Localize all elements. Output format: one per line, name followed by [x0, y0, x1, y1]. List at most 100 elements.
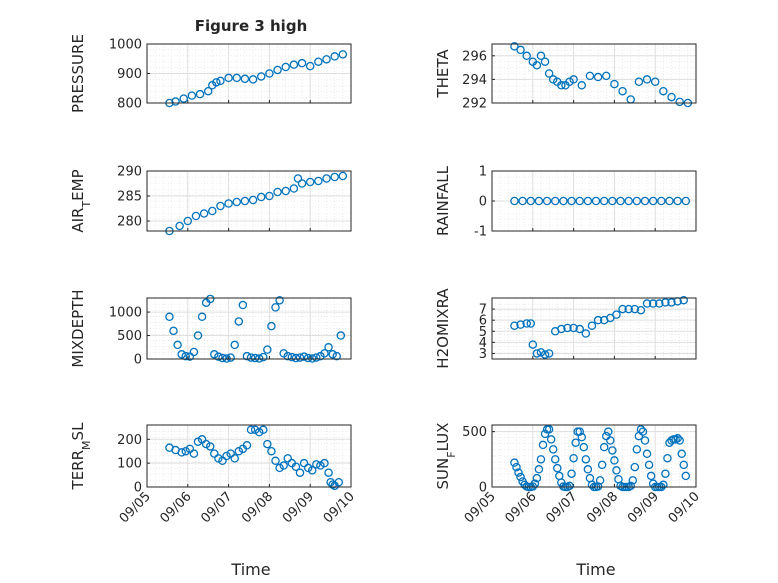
x-tick-label: 09/06	[158, 489, 195, 526]
data-point	[587, 480, 597, 490]
data-point	[571, 438, 580, 447]
y-tick-label: -1	[474, 225, 487, 240]
data-point	[283, 454, 293, 463]
data-point	[512, 462, 521, 472]
y-tick-label: 1000	[109, 38, 142, 53]
data-point	[216, 76, 225, 86]
data-point	[250, 425, 260, 435]
data-point	[593, 72, 603, 82]
y-tick-label: 290	[117, 165, 142, 180]
data-point	[316, 461, 325, 470]
data-point	[205, 442, 215, 451]
data-point	[189, 449, 199, 458]
data-point	[199, 209, 209, 218]
data-point	[593, 315, 603, 325]
data-point	[618, 304, 627, 314]
data-point	[648, 196, 658, 206]
y-axis-label: AIRTEMP	[69, 169, 93, 232]
data-point	[624, 304, 633, 314]
data-point	[322, 55, 331, 64]
data-point	[518, 196, 527, 206]
data-point	[303, 463, 313, 473]
data-point	[565, 481, 574, 491]
data-point	[575, 196, 584, 206]
axes-box	[146, 170, 352, 232]
data-point	[550, 196, 560, 206]
data-point	[661, 298, 670, 307]
data-point	[234, 446, 244, 456]
subplot-4: -1 0 1 RAINFALL	[434, 165, 697, 240]
data-point	[193, 331, 203, 340]
data-point	[679, 460, 689, 470]
data-point	[212, 78, 221, 87]
data-point	[275, 296, 284, 305]
data-point	[510, 42, 519, 51]
data-point	[665, 196, 674, 206]
data-point	[224, 199, 233, 208]
data-point	[557, 81, 566, 90]
data-point	[240, 196, 250, 206]
data-point	[640, 436, 650, 445]
data-point	[338, 171, 348, 181]
subplot-5: 0 500 1000 MIXDEPTH	[69, 289, 352, 368]
x-tick-label: 09/07	[198, 489, 235, 526]
data-point	[191, 211, 201, 221]
data-point	[595, 476, 605, 485]
data-point	[238, 300, 248, 310]
data-point	[550, 455, 560, 464]
data-point	[171, 97, 180, 106]
data-point	[232, 73, 242, 83]
data-point	[514, 468, 523, 477]
data-point	[218, 353, 227, 363]
data-point	[210, 449, 219, 458]
data-point	[532, 349, 542, 358]
data-point	[281, 62, 290, 72]
data-point	[187, 91, 197, 100]
data-point	[675, 97, 684, 107]
data-point	[210, 350, 219, 359]
data-point	[230, 340, 239, 350]
y-axis-label: H2OMIXRA	[434, 288, 452, 369]
data-point	[599, 442, 609, 452]
data-point	[216, 201, 225, 211]
axes-box	[146, 297, 352, 360]
y-tick-label: 500	[462, 425, 487, 440]
data-point	[256, 72, 266, 81]
data-point	[681, 471, 691, 481]
data-point	[273, 187, 282, 197]
data-point	[532, 473, 542, 483]
data-point	[538, 440, 548, 450]
x-tick-label: 09/10	[666, 489, 703, 526]
data-point	[626, 481, 635, 491]
data-point	[320, 458, 329, 468]
data-point	[569, 453, 578, 463]
data-point	[644, 460, 654, 470]
data-point	[267, 321, 276, 331]
data-point	[642, 75, 652, 84]
data-point	[612, 310, 621, 319]
y-axis-label: MIXDEPTH	[69, 289, 87, 367]
axes-box	[491, 424, 697, 488]
y-tick-label: 3	[479, 347, 487, 362]
data-point	[312, 353, 321, 362]
data-point	[567, 469, 576, 478]
y-tick-label: 800	[117, 97, 142, 112]
data-point	[583, 465, 593, 474]
y-tick-label: 100	[117, 457, 142, 472]
data-point	[295, 468, 305, 477]
data-point	[548, 445, 558, 454]
data-point	[265, 191, 274, 201]
data-point	[640, 196, 650, 206]
data-point	[661, 469, 670, 478]
data-point	[205, 294, 215, 304]
data-point	[642, 299, 652, 308]
data-point	[295, 353, 305, 362]
data-point	[267, 446, 276, 456]
data-point	[583, 196, 593, 206]
data-point	[606, 436, 615, 445]
data-point	[601, 431, 611, 441]
data-point	[681, 196, 691, 206]
